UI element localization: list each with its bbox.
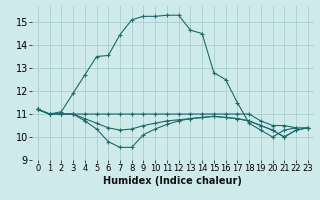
X-axis label: Humidex (Indice chaleur): Humidex (Indice chaleur) <box>103 176 242 186</box>
